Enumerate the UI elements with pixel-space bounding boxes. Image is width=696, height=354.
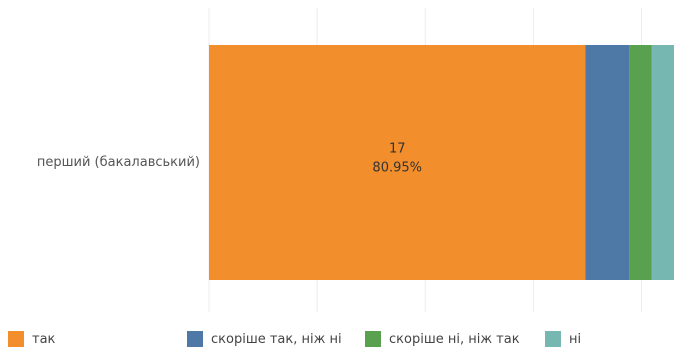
legend-item-ni[interactable]: ні xyxy=(545,328,581,350)
legend-item-skorishe-ni[interactable]: скоріше ні, ніж так xyxy=(365,328,520,350)
legend: так скоріше так, ніж ні скоріше ні, ніж … xyxy=(0,328,696,350)
legend-swatch-ni xyxy=(545,331,561,347)
legend-swatch-tak xyxy=(8,331,24,347)
stacked-bar-chart: 17 80.95% перший (бакалавський) xyxy=(37,8,674,312)
legend-swatch-skorishe-tak xyxy=(187,331,203,347)
bar-segment-3[interactable] xyxy=(651,45,674,280)
legend-label-ni: ні xyxy=(569,331,582,347)
bar-segment-0[interactable] xyxy=(209,45,586,280)
bar-segment-2[interactable] xyxy=(629,45,652,280)
data-labels: 17 80.95% xyxy=(372,142,422,176)
bars xyxy=(209,45,674,280)
data-label-percent: 80.95% xyxy=(372,161,422,176)
legend-item-skorishe-tak[interactable]: скоріше так, ніж ні xyxy=(187,328,342,350)
legend-label-skorishe-tak: скоріше так, ніж ні xyxy=(211,331,342,347)
category-label: перший (бакалавський) xyxy=(37,155,200,170)
data-label-count: 17 xyxy=(389,142,406,157)
legend-label-skorishe-ni: скоріше ні, ніж так xyxy=(389,331,520,347)
legend-swatch-skorishe-ni xyxy=(365,331,381,347)
bar-segment-1[interactable] xyxy=(585,45,630,280)
legend-label-tak: так xyxy=(32,331,56,347)
legend-item-tak[interactable]: так xyxy=(8,328,55,350)
